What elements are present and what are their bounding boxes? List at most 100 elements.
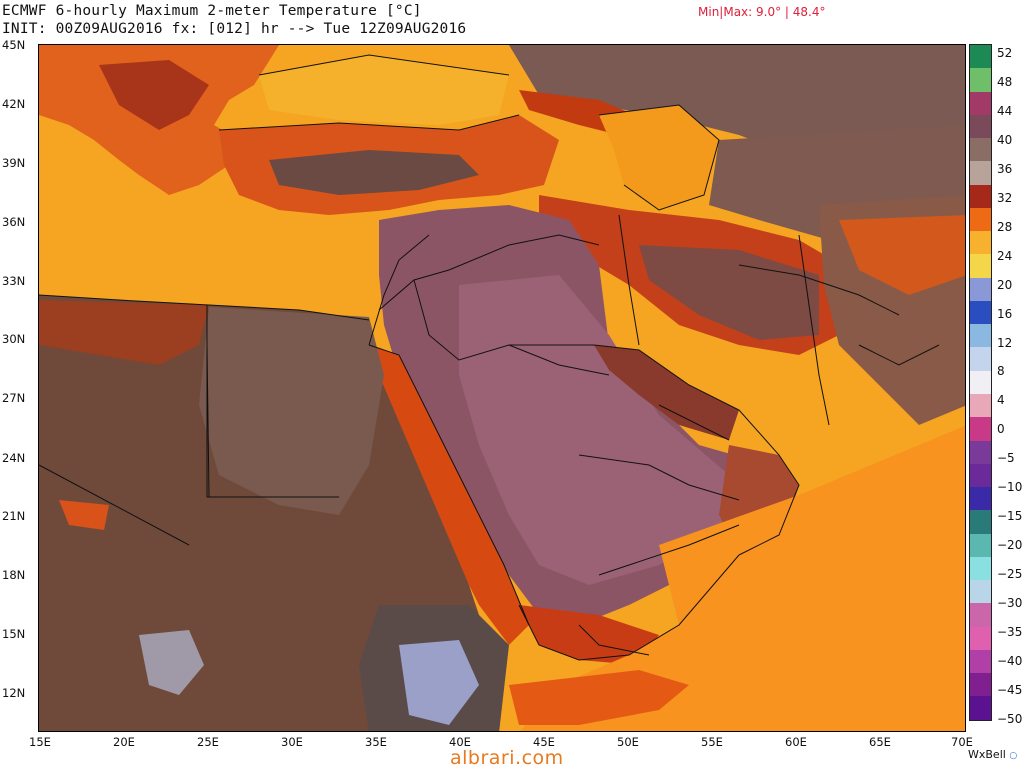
colorbar-tick-label: 4 (997, 393, 1005, 408)
colorbar-tick-label: 48 (997, 74, 1013, 89)
colorbar-tick-label: −25 (997, 567, 1023, 582)
colorbar-tick-label: −45 (997, 682, 1023, 697)
land-ethiopia-cool (399, 640, 479, 725)
colorbar-segment (970, 324, 991, 348)
colorbar-segment (970, 45, 991, 69)
colorbar-segment (970, 463, 991, 488)
colorbar-segment (970, 696, 991, 720)
colorbar-segment (970, 487, 991, 511)
colorbar-tick-label: 20 (997, 277, 1013, 292)
sea-black (259, 55, 509, 125)
colorbar-segment (970, 231, 991, 255)
chart-title: ECMWF 6-hourly Maximum 2-meter Temperatu… (2, 3, 422, 19)
colorbar-segment (970, 114, 991, 139)
min-max-readout: Min|Max: 9.0° | 48.4° (698, 5, 826, 19)
colorbar-tick-label: −5 (997, 451, 1015, 466)
lat-label: 12N (2, 686, 26, 700)
credit: WxBell ○ (968, 748, 1017, 761)
land-hot-spot-chad (59, 500, 109, 530)
land-iran-plateau (639, 245, 819, 340)
colorbar-segment (970, 440, 991, 464)
wxbell-logo-icon: ○ (1009, 751, 1018, 761)
colorbar-segment (970, 626, 991, 650)
lat-label: 45N (2, 38, 26, 52)
temperature-colorbar (969, 44, 992, 721)
colorbar-tick-label: 36 (997, 161, 1013, 176)
lat-label: 27N (2, 391, 26, 405)
land-anatolia-interior (269, 150, 479, 195)
colorbar-tick-label: 52 (997, 46, 1013, 60)
colorbar-tick-label: 0 (997, 422, 1005, 437)
colorbar-tick-label: 24 (997, 248, 1013, 263)
colorbar-tick-label: −50 (997, 711, 1023, 726)
colorbar-segment (970, 580, 991, 604)
colorbar-segment (970, 603, 991, 627)
coastlines (39, 54, 800, 661)
colorbar-segment (970, 254, 991, 278)
colorbar-segment (970, 68, 991, 92)
colorbar-tick-label: 40 (997, 132, 1013, 147)
colorbar-tick-label: −35 (997, 625, 1023, 639)
init-line: INIT: 00Z09AUG2016 fx: [012] hr --> Tue … (2, 21, 467, 37)
lat-label: 21N (2, 509, 26, 523)
land-sahara-hot (39, 300, 209, 365)
lon-label: 25E (197, 735, 219, 749)
colorbar-segment (970, 370, 991, 394)
colorbar-tick-label: 16 (997, 306, 1013, 321)
lat-label: 24N (2, 451, 26, 465)
colorbar-tick-label: −30 (997, 596, 1023, 611)
lat-label: 30N (2, 332, 26, 346)
land-hindukush (839, 215, 965, 295)
map-canvas (39, 45, 965, 731)
colorbar-segment (970, 649, 991, 674)
lon-label: 15E (29, 735, 51, 749)
colorbar-segment (970, 138, 991, 162)
colorbar-segment (970, 533, 991, 557)
sea-caspian (599, 105, 719, 210)
sea-arabian (520, 425, 965, 731)
lon-label: 70E (951, 735, 973, 749)
lon-label: 55E (701, 735, 723, 749)
colorbar-tick-label: −10 (997, 480, 1023, 495)
credit-text: WxBell (968, 748, 1006, 761)
colorbar-segment (970, 207, 991, 232)
colorbar-segment (970, 393, 991, 418)
lat-label: 36N (2, 215, 26, 229)
colorbar-tick-label: −15 (997, 509, 1023, 524)
lat-label: 18N (2, 568, 26, 582)
colorbar-segment (970, 277, 991, 301)
colorbar-segment (970, 510, 991, 534)
colorbar-segment (970, 161, 991, 185)
lon-label: 45E (533, 735, 555, 749)
lat-label: 39N (2, 156, 26, 170)
colorbar-segment (970, 673, 991, 697)
colorbar-segment (970, 184, 991, 208)
lon-label: 35E (365, 735, 387, 749)
country-borders (39, 214, 940, 656)
watermark: albrari.com (450, 747, 564, 769)
lon-label: 30E (281, 735, 303, 749)
colorbar-tick-label: 28 (997, 219, 1013, 234)
sea-persian-gulf (594, 345, 739, 440)
colorbar-tick-label: 8 (997, 364, 1005, 379)
lat-label: 42N (2, 97, 26, 111)
colorbar-segment (970, 300, 991, 325)
colorbar-tick-label: −20 (997, 538, 1023, 553)
lon-label: 65E (869, 735, 891, 749)
land-horn-coast (509, 670, 689, 725)
colorbar-tick-label: −40 (997, 653, 1023, 668)
lon-label: 50E (617, 735, 639, 749)
colorbar-segment (970, 556, 991, 581)
colorbar-tick-label: 32 (997, 190, 1013, 205)
land-egypt (199, 307, 384, 515)
colorbar-tick-label: 44 (997, 103, 1013, 118)
colorbar-segment (970, 347, 991, 371)
colorbar-segment (970, 91, 991, 115)
colorbar-tick-label: 12 (997, 335, 1013, 350)
lat-label: 15N (2, 627, 26, 641)
lat-label: 33N (2, 274, 26, 288)
land-red-sea-coast (369, 345, 529, 645)
lon-label: 20E (113, 735, 135, 749)
temperature-map (38, 44, 966, 732)
colorbar-segment (970, 417, 991, 441)
